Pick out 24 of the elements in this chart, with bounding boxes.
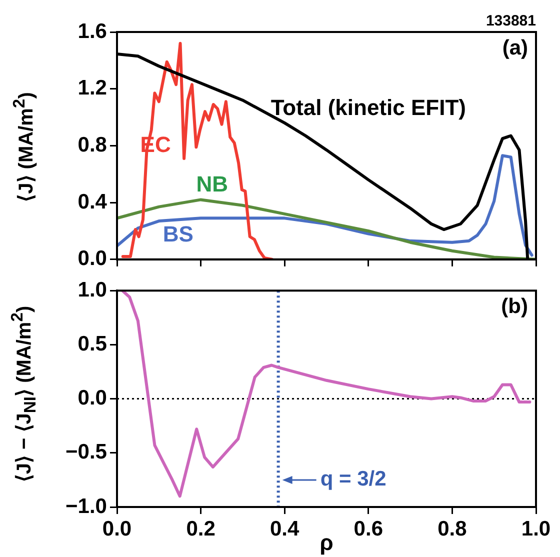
- x-tick-label: 0.2: [186, 517, 216, 540]
- y-tick-label: −0.5: [66, 440, 108, 464]
- y-tick-label: −1.0: [66, 494, 107, 518]
- x-tick-label: 0.6: [354, 517, 383, 540]
- series-label: Total (kinetic EFIT): [270, 94, 466, 120]
- x-tick-label: 0.8: [438, 517, 468, 540]
- annotation: q = 3/2: [320, 468, 386, 491]
- text: 133881: [486, 12, 536, 30]
- y-tick-label: 0.8: [78, 133, 108, 156]
- series-label: NB: [196, 172, 228, 197]
- x-tick-label: 0.0: [102, 517, 132, 540]
- y-tick-label: 1.2: [78, 76, 107, 100]
- annotation: (b): [501, 294, 528, 318]
- x-axis-title: ρ: [320, 530, 334, 555]
- y-tick-label: 0.0: [78, 247, 107, 270]
- y-tick-label: 1.0: [78, 278, 107, 302]
- y-tick-label: 1.6: [78, 20, 107, 43]
- y-tick-label: 0.4: [78, 190, 108, 214]
- x-tick-label: 0.4: [270, 517, 300, 540]
- annotation: (a): [502, 36, 528, 60]
- series-label: BS: [162, 221, 194, 246]
- y-tick-label: 0.5: [78, 332, 108, 356]
- y-tick-label: 0.0: [78, 386, 107, 410]
- x-tick-label: 1.0: [521, 517, 551, 540]
